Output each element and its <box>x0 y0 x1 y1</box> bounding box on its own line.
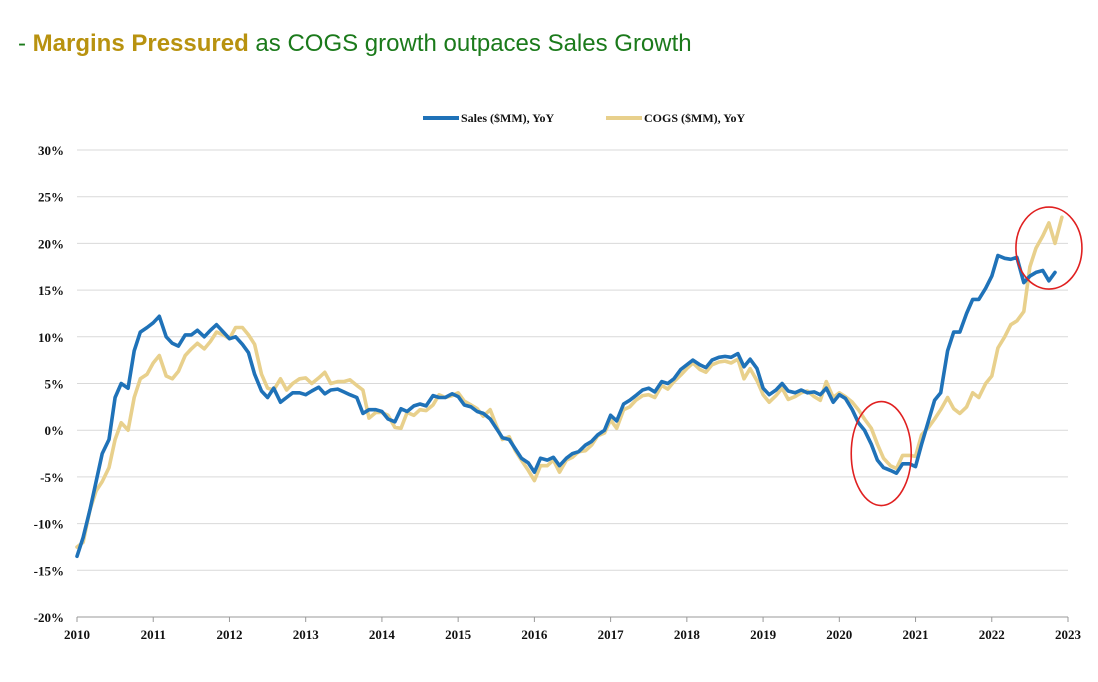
y-axis-ticks: 30% 25% 20% 15% 10% 5% 0% -5% -10% -15% -20% <box>34 143 64 625</box>
x-tick-label: 2019 <box>750 627 777 642</box>
x-tick-label: 2017 <box>598 627 625 642</box>
headline-emphasis: Margins Pressured <box>32 30 249 57</box>
y-tick-label: 25% <box>38 190 64 205</box>
x-tick-label: 2015 <box>445 627 472 642</box>
x-tick-label: 2020 <box>826 627 852 642</box>
y-tick-label: 10% <box>38 330 64 345</box>
y-tick-label: 30% <box>38 143 64 158</box>
headline-dash: - <box>18 30 33 57</box>
x-tick-label: 2021 <box>903 627 929 642</box>
gridlines <box>77 149 1068 618</box>
x-tick-label: 2023 <box>1055 627 1082 642</box>
y-tick-label: 20% <box>38 236 64 251</box>
x-tick-label: 2022 <box>979 627 1005 642</box>
y-tick-label: -5% <box>40 470 64 485</box>
x-tick-label: 2012 <box>216 627 242 642</box>
legend-label: Sales ($MM), YoY <box>461 111 555 125</box>
x-tick-label: 2011 <box>141 627 166 642</box>
x-tick-label: 2014 <box>369 627 396 642</box>
y-tick-label: -15% <box>34 563 64 578</box>
sales-series-line <box>75 253 1057 559</box>
highlight-circle <box>850 400 913 507</box>
annotations <box>850 206 1083 507</box>
cogs-series-line <box>75 215 1064 549</box>
legend: Sales ($MM), YoY COGS ($MM), YoY <box>423 111 746 125</box>
x-tick-label: 2016 <box>521 627 548 642</box>
headline: - Margins Pressured as COGS growth outpa… <box>18 30 692 58</box>
headline-rest: as COGS growth outpaces Sales Growth <box>248 30 692 57</box>
x-axis-ticks: 2010 2011 2012 2013 2014 2015 2016 2017 2018 2019… <box>64 617 1082 642</box>
legend-label: COGS ($MM), YoY <box>644 111 746 125</box>
y-tick-label: 15% <box>38 283 64 298</box>
y-tick-label: -20% <box>34 610 64 625</box>
x-tick-label: 2010 <box>64 627 90 642</box>
series-lines <box>75 215 1064 559</box>
x-tick-label: 2013 <box>293 627 320 642</box>
highlight-circle <box>1015 206 1083 290</box>
y-tick-label: 0% <box>45 423 65 438</box>
x-tick-label: 2018 <box>674 627 701 642</box>
y-tick-label: -10% <box>34 517 64 532</box>
y-tick-label: 5% <box>45 377 65 392</box>
